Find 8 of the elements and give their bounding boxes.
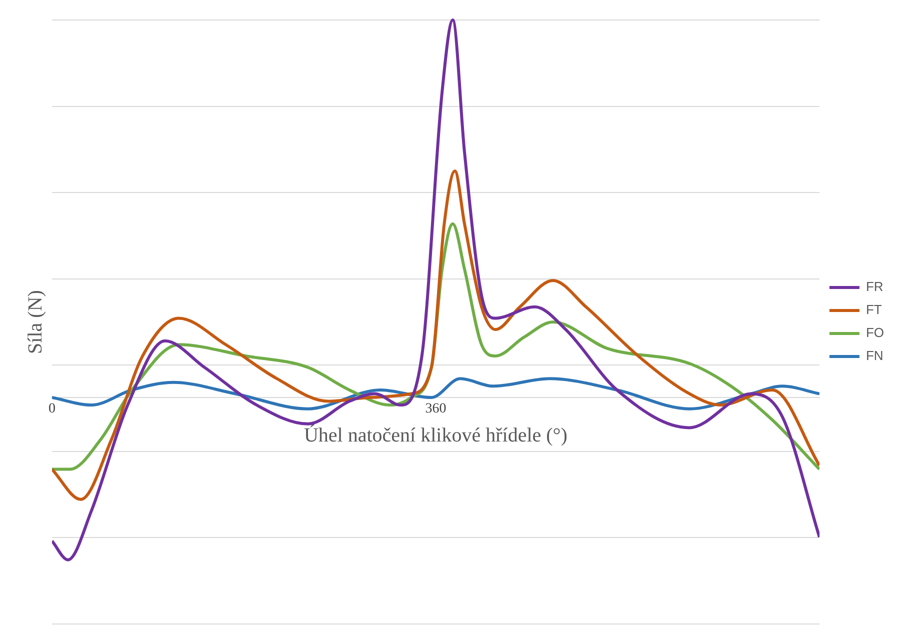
x-tick-label: 360 (425, 402, 446, 417)
legend-label: FT (866, 302, 882, 318)
legend-label: FR (866, 279, 884, 294)
x-tick-label: 0 (48, 402, 56, 417)
x-axis-title: Úhel natočení klikové hřídele (°) (304, 424, 568, 447)
legend-label: FO (866, 325, 884, 340)
y-axis-title: Síla (N) (24, 290, 46, 354)
legend-label: FN (866, 348, 884, 364)
